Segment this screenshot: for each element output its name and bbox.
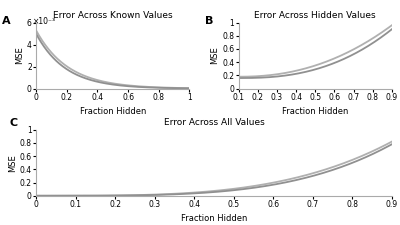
Title: Error Across Hidden Values: Error Across Hidden Values <box>254 11 376 20</box>
X-axis label: Fraction Hidden: Fraction Hidden <box>181 214 247 223</box>
Text: B: B <box>205 16 213 26</box>
X-axis label: Fraction Hidden: Fraction Hidden <box>282 107 348 116</box>
Y-axis label: MSE: MSE <box>210 47 220 64</box>
Title: Error Across All Values: Error Across All Values <box>164 118 264 127</box>
X-axis label: Fraction Hidden: Fraction Hidden <box>80 107 146 116</box>
Text: A: A <box>2 16 11 26</box>
Text: C: C <box>9 118 18 128</box>
Title: Error Across Known Values: Error Across Known Values <box>53 11 172 20</box>
Text: ×10⁻³: ×10⁻³ <box>33 17 56 26</box>
Y-axis label: MSE: MSE <box>15 47 24 64</box>
Y-axis label: MSE: MSE <box>8 154 17 171</box>
